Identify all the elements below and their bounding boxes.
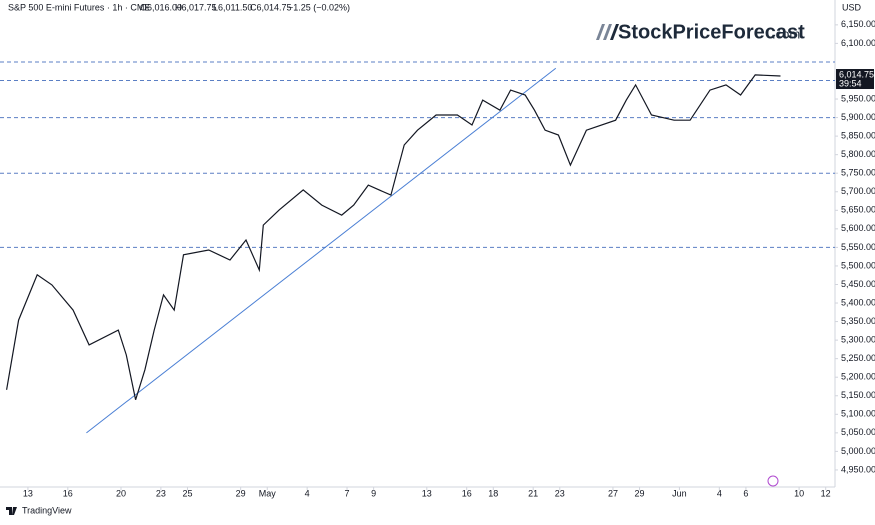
symbol: S&P 500 E-mini Futures · 1h · CME — [8, 2, 150, 12]
x-tick-label: 13 — [23, 488, 33, 498]
x-tick-label: 16 — [462, 488, 472, 498]
y-tick-label: 5,700.00 — [841, 186, 875, 196]
y-tick-label: 5,900.00 — [841, 112, 875, 122]
x-tick-label: 10 — [794, 488, 804, 498]
y-tick-label: 5,450.00 — [841, 279, 875, 289]
y-tick-label: 5,000.00 — [841, 446, 875, 456]
trend-line — [86, 67, 557, 434]
x-tick-label: 23 — [555, 488, 565, 498]
footer-icon — [6, 507, 17, 515]
x-tick-label: 20 — [116, 488, 126, 498]
ohlc: O6,016.00 — [140, 2, 182, 12]
y-tick-label: 5,300.00 — [841, 334, 875, 344]
x-tick-label: 27 — [608, 488, 618, 498]
x-tick-label: May — [259, 488, 277, 498]
icon — [767, 475, 779, 487]
x-tick-label: 29 — [236, 488, 246, 498]
x-tick-label: 21 — [528, 488, 538, 498]
logo-brand: StockPriceForecast — [618, 21, 805, 43]
x-tick-label: Jun — [672, 488, 687, 498]
ohlc: H6,017.75 — [175, 2, 217, 12]
x-tick-label: 23 — [156, 488, 166, 498]
logo: StockPriceForecast .com — [596, 21, 805, 43]
x-tick-label: 13 — [422, 488, 432, 498]
y-tick-label: 5,550.00 — [841, 242, 875, 252]
y-tick-label: 5,500.00 — [841, 260, 875, 270]
price-line — [6, 74, 781, 400]
change: −1.25 (−0.02%) — [288, 2, 350, 12]
y-tick-label: 4,950.00 — [841, 464, 875, 474]
y-tick-label: 5,650.00 — [841, 205, 875, 215]
ohlc: L6,011.50 — [213, 2, 252, 12]
x-tick-label: 7 — [345, 488, 350, 498]
x-tick-label: 18 — [488, 488, 498, 498]
ohlc: C6,014.75 — [250, 2, 292, 12]
y-tick-label: 5,400.00 — [841, 297, 875, 307]
y-tick-label: 5,600.00 — [841, 223, 875, 233]
x-tick-label: 9 — [371, 488, 376, 498]
logo-icon — [596, 24, 612, 40]
logo-suffix: .com — [772, 26, 800, 41]
y-tick-label: 5,050.00 — [841, 427, 875, 437]
x-tick-label: 12 — [821, 488, 831, 498]
x-tick-label: 6 — [743, 488, 748, 498]
x-tick-label: 16 — [63, 488, 73, 498]
x-tick-label: 4 — [305, 488, 310, 498]
y-tick-label: 5,200.00 — [841, 372, 875, 382]
x-tick-label: 29 — [635, 488, 645, 498]
y-tick-label: 5,100.00 — [841, 409, 875, 419]
y-tick-label: 5,950.00 — [841, 93, 875, 103]
y-tick-label: 5,750.00 — [841, 168, 875, 178]
x-tick-label: 25 — [182, 488, 192, 498]
x-tick-label: 4 — [717, 488, 722, 498]
y-tick-label: 6,100.00 — [841, 38, 875, 48]
price-label: 6,014.75 — [839, 69, 874, 79]
y-tick-label: 5,150.00 — [841, 390, 875, 400]
y-tick-label: 5,350.00 — [841, 316, 875, 326]
countdown: 39:54 — [839, 78, 862, 88]
currency: USD — [842, 2, 862, 12]
price-badge — [836, 69, 874, 90]
logo-icon — [610, 24, 619, 40]
y-tick-label: 5,250.00 — [841, 353, 875, 363]
header: S&P 500 E-mini Futures · 1h · CME O6,016… — [8, 2, 350, 12]
y-tick-label: 6,150.00 — [841, 19, 875, 29]
y-tick-label: 5,850.00 — [841, 130, 875, 140]
y-tick-label: 5,800.00 — [841, 149, 875, 159]
footer-brand: TradingView — [22, 505, 72, 515]
